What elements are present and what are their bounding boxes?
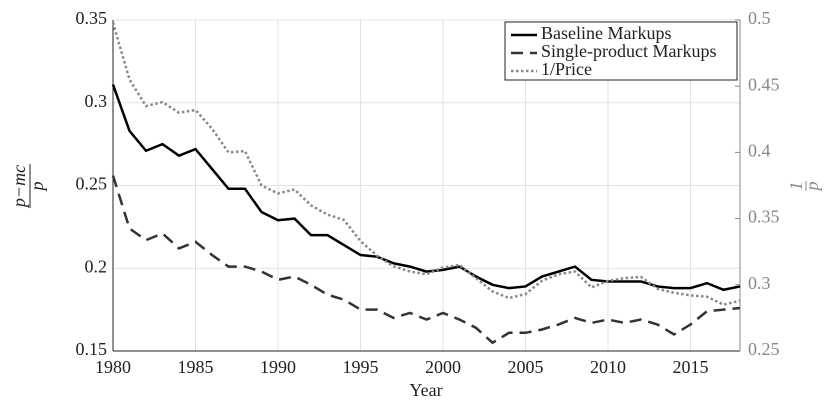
y2-tick-label: 0.35 <box>748 207 780 227</box>
y2-label-numerator: 1 <box>786 182 806 191</box>
x-tick-label: 2015 <box>673 357 709 377</box>
y2-axis-label: 1 p <box>786 181 822 193</box>
series-line <box>111 84 741 292</box>
y-label-denominator: p <box>27 182 47 193</box>
x-tick-label: 1980 <box>95 357 131 377</box>
legend-label: Baseline Markups <box>541 23 671 43</box>
x-tick-label: 1995 <box>343 357 379 377</box>
y2-tick-label: 0.45 <box>748 74 780 94</box>
x-tick-label: 2005 <box>508 357 544 377</box>
x-tick-label: 1990 <box>260 357 296 377</box>
y-tick-label: 0.25 <box>76 174 108 194</box>
x-axis-label: Year <box>409 380 442 400</box>
y2-label-denominator: p <box>802 182 822 193</box>
legend-label: Single-product Markups <box>541 41 716 61</box>
y2-tick-label: 0.25 <box>748 339 780 359</box>
y-tick-label: 0.2 <box>85 256 108 276</box>
y-tick-label: 0.35 <box>76 8 108 28</box>
x-tick-label: 1985 <box>178 357 214 377</box>
series-line <box>111 175 741 345</box>
y-tick-label: 0.15 <box>76 339 108 359</box>
y-axis-label: p−mc p <box>9 164 47 209</box>
y2-tick-label: 0.4 <box>748 141 771 161</box>
legend-box <box>504 21 738 81</box>
x-tick-label: 2000 <box>425 357 461 377</box>
y2-tick-label: 0.5 <box>748 8 771 28</box>
y-label-numerator: p−mc <box>9 165 29 209</box>
legend-label: 1/Price <box>541 59 592 79</box>
y-tick-label: 0.3 <box>85 91 108 111</box>
y2-tick-label: 0.3 <box>748 273 771 293</box>
x-tick-label: 2010 <box>590 357 626 377</box>
